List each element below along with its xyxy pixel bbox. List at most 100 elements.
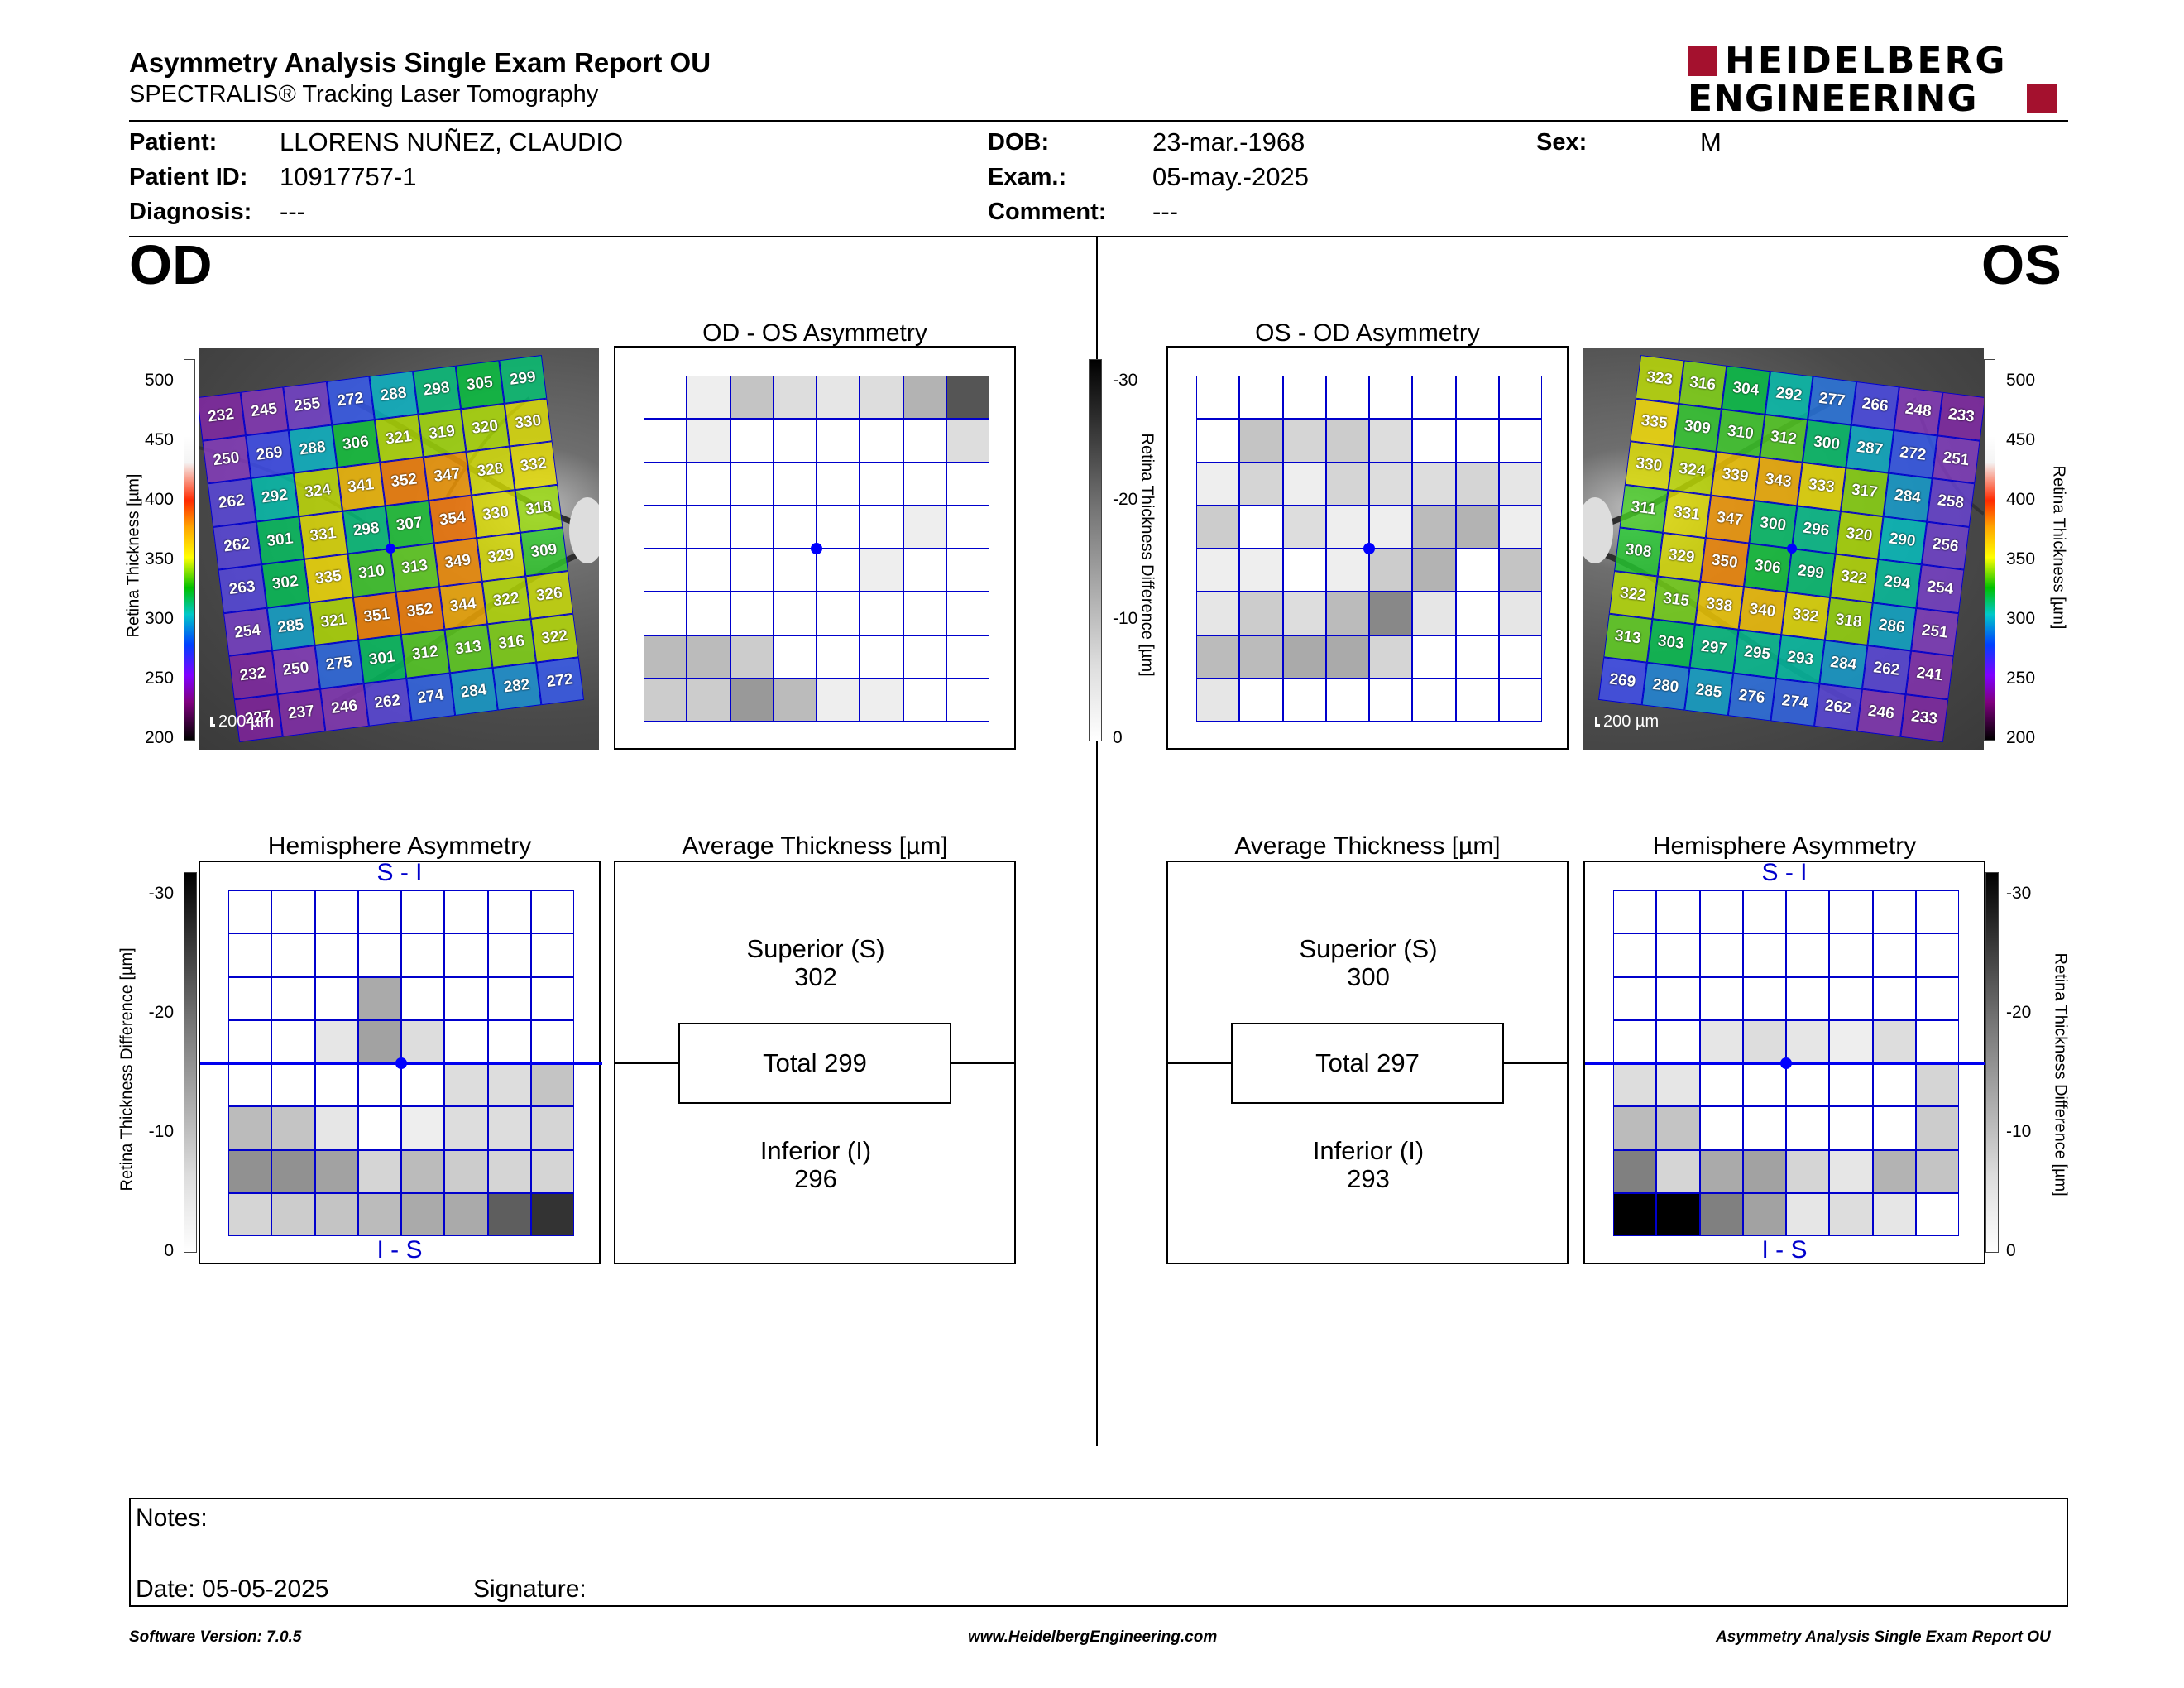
os-asym_shades-cell: [1369, 505, 1413, 549]
od-thickness-cell: 274: [406, 672, 455, 722]
od-asym_shades-cell: [817, 549, 860, 592]
os-asym_shades-cell: [1455, 549, 1499, 592]
os-hemi_shades-cell: [1872, 976, 1916, 1020]
os-asym_shades-cell: [1498, 376, 1542, 420]
os-hemi_shades-cell: [1742, 933, 1786, 977]
os-asym_shades-cell: [1196, 592, 1240, 635]
os-hemi_shades-cell: [1656, 1063, 1700, 1107]
header-divider-bottom: [129, 236, 2068, 237]
od-thickness-cell: 351: [352, 592, 401, 640]
center-divider: [1096, 237, 1098, 1446]
os-asym_shades-cell: [1282, 419, 1326, 463]
od-asym_shades-cell: [946, 592, 989, 635]
os-thickness-cell: 304: [1721, 365, 1770, 415]
os-thickness-cell: 266: [1851, 381, 1899, 430]
os-inferior-label: Inferior (I): [1312, 1136, 1425, 1165]
logo-line2: ENGINEERING: [1688, 78, 1978, 120]
os-asym_shades-cell: [1282, 376, 1326, 420]
od-thickness-cell: 330: [471, 489, 520, 539]
od-asym_shades-cell: [773, 376, 817, 420]
od-thickness-cell: 288: [288, 424, 338, 473]
os-asym_shades-cell: [1369, 549, 1413, 592]
heidelberg-logo: HEIDELBERG ENGINEERING: [1688, 40, 2068, 120]
od-asym_shades-cell: [773, 462, 817, 506]
od-thickness-cell: 316: [487, 619, 536, 668]
od-hemi-bottom-label: I - S: [376, 1236, 423, 1264]
od-total-box: Total 299: [678, 1023, 951, 1104]
os-asym_shades-cell: [1412, 505, 1456, 549]
os-asym_shades-cell: [1412, 678, 1456, 722]
os-thickness-cell: 272: [1889, 429, 1937, 478]
os-asym_shades-cell: [1498, 419, 1542, 463]
od-asym_shades-cell: [644, 678, 687, 722]
comment-label: Comment:: [988, 199, 1107, 225]
os-hemi_shades-cell: [1613, 933, 1657, 977]
os-hemi_shades-cell: [1699, 890, 1743, 934]
os-hemi_shades-cell: [1786, 976, 1830, 1020]
os-asym_shades-cell: [1282, 505, 1326, 549]
od-hemi-top-label: S - I: [376, 859, 423, 886]
od-asym_shades-cell: [730, 592, 774, 635]
os-thickness-cell: 340: [1738, 586, 1787, 635]
od-asym_shades-cell: [730, 419, 774, 463]
od-thickness-cell: 262: [363, 678, 412, 727]
os-hemi_shades-cell: [1915, 1192, 1959, 1236]
os-hemi_shades-cell: [1915, 1106, 1959, 1150]
notes-box[interactable]: Notes: Date: 05-05-2025 Signature:: [129, 1498, 2068, 1607]
os-asym_shades-cell: [1369, 635, 1413, 679]
os-asym_shades-cell: [1196, 505, 1240, 549]
od-thickness-cell: 285: [266, 602, 315, 651]
od-hemi_shades-cell: [271, 1192, 315, 1236]
os-asym-grid: [1196, 376, 1542, 722]
od-diff-tick-20: -20: [148, 1003, 174, 1022]
od-hemi_shades-cell: [530, 976, 574, 1020]
os-hemi_shades-cell: [1699, 1149, 1743, 1193]
os-thickness-cell: 292: [1765, 371, 1813, 420]
od-hemi_shades-cell: [487, 1192, 531, 1236]
os-asym_shades-cell: [1325, 592, 1369, 635]
od-thickness-cell: 331: [299, 511, 347, 559]
center-diff-tick-0: 0: [1113, 728, 1123, 747]
os-thickness-cell: 339: [1711, 451, 1760, 501]
od-asym_shades-cell: [946, 635, 989, 679]
od-fundus-image: 232 245 255 272 288 298 305 299 250 269 288 306 321 3…: [199, 348, 599, 750]
od-thickness-cell: 341: [337, 462, 386, 511]
od-hemi_shades-cell: [530, 933, 574, 977]
od-thickness-cell: 328: [466, 446, 515, 496]
os-hemi_shades-cell: [1699, 1192, 1743, 1236]
os-asym_shades-center-marker: [1363, 543, 1375, 554]
od-thickness-cell: 318: [514, 484, 563, 533]
od-hemi_shades-cell: [271, 1063, 315, 1107]
os-asym_shades-cell: [1239, 635, 1283, 679]
os-diff-axis-label: Retina Thickness Difference [µm]: [2051, 952, 2070, 1196]
od-hemi_shades-cell: [487, 1149, 531, 1193]
center-diff-tick-20: -20: [1113, 490, 1138, 509]
os-thickness-cell: 233: [1937, 391, 1984, 441]
od-asym_shades-cell: [773, 678, 817, 722]
od-hemi_shades-cell: [357, 1063, 401, 1107]
od-thickness-cell: 272: [326, 376, 375, 425]
notes-label: Notes:: [136, 1504, 208, 1532]
od-scalebar-label: 200 µm: [218, 712, 275, 731]
od-asym_shades-cell: [946, 549, 989, 592]
os-asym_shades-cell: [1282, 678, 1326, 722]
od-asym_shades-cell: [730, 635, 774, 679]
od-hemi_shades-cell: [487, 1106, 531, 1150]
od-thickness-cell: 349: [433, 538, 482, 587]
os-hemi_shades-cell: [1915, 890, 1959, 934]
os-thickness-cell: 277: [1808, 376, 1856, 425]
os-asym_shades-cell: [1196, 462, 1240, 506]
os-diff-tick-20: -20: [2006, 1003, 2032, 1022]
os-thickness-cell: 310: [1716, 408, 1765, 458]
report-subtitle: SPECTRALIS® Tracking Laser Tomography: [129, 81, 599, 108]
os-hemi_shades-cell: [1829, 1106, 1873, 1150]
od-diff-axis-label: Retina Thickness Difference [µm]: [117, 947, 136, 1192]
od-hemi_shades-cell: [487, 933, 531, 977]
od-hemi_shades-cell: [228, 933, 272, 977]
footer-website[interactable]: www.HeidelbergEngineering.com: [968, 1628, 1218, 1646]
od-thickness-cell: 237: [276, 688, 326, 737]
od-thickness-cell: 321: [374, 414, 424, 463]
od-inferior-value: 296: [794, 1164, 837, 1193]
os-thickness-cell: 347: [1705, 495, 1755, 544]
os-asym_shades-cell: [1325, 678, 1369, 722]
